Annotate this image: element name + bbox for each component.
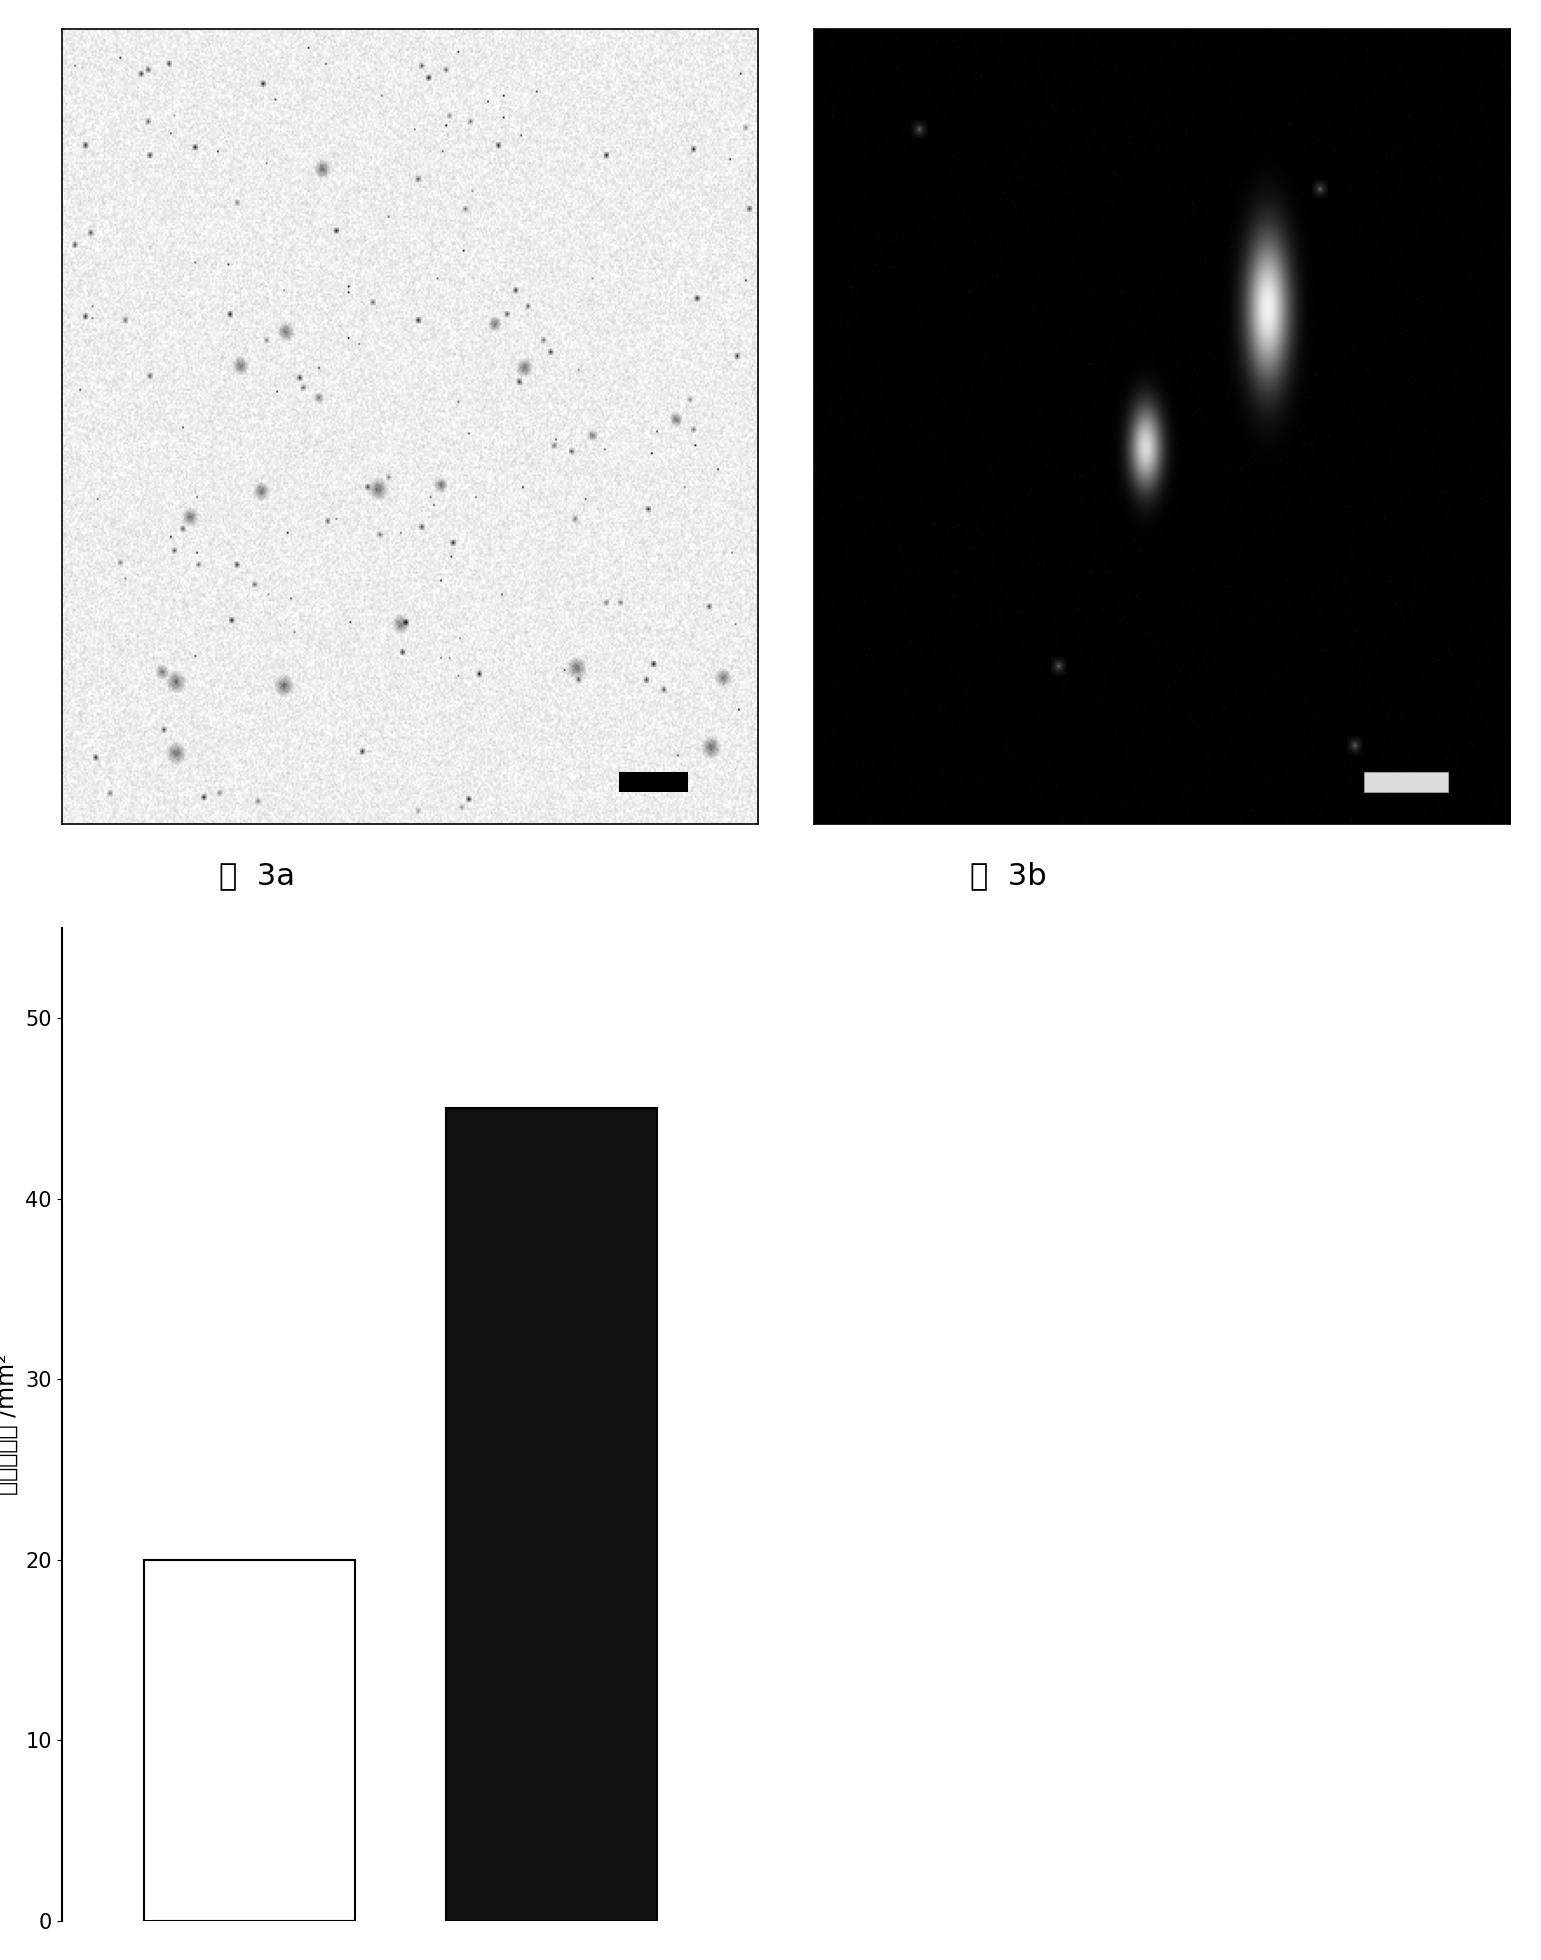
Y-axis label: 阳性细胞数 /mm²: 阳性细胞数 /mm²	[0, 1354, 18, 1495]
Bar	[619, 772, 689, 792]
Text: 图  3b: 图 3b	[971, 860, 1046, 890]
Bar	[145, 1560, 356, 1921]
Bar	[445, 1107, 656, 1921]
Bar	[1364, 772, 1447, 792]
Text: 图  3a: 图 3a	[219, 860, 294, 890]
